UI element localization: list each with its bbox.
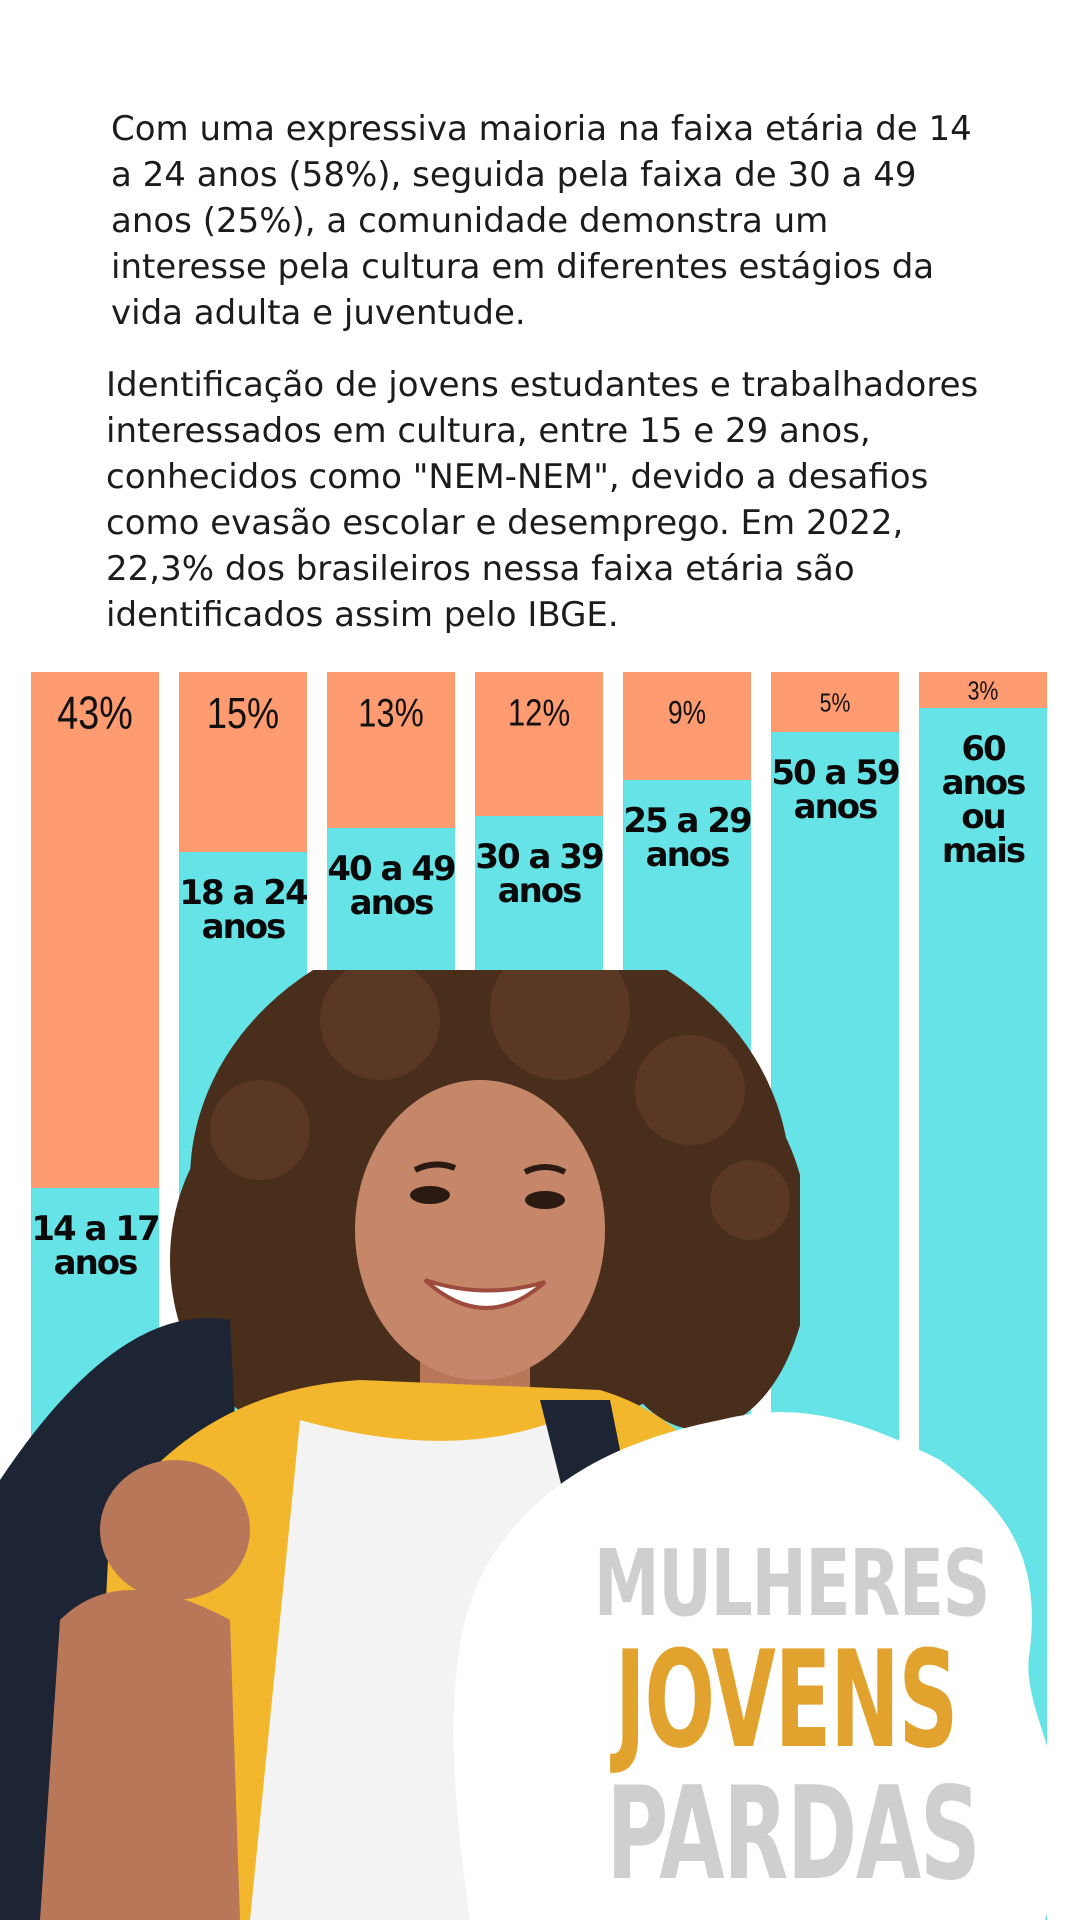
- bar-value-6: [919, 672, 1047, 708]
- bar-value-4: [623, 672, 751, 780]
- bar-value-3: [475, 672, 603, 816]
- bar-value-1: [179, 672, 307, 852]
- nem-nem-paragraph: Identificação de jovens estudantes e tra…: [106, 365, 979, 635]
- value-label-5: 5%: [820, 688, 851, 718]
- bar-value-2: [327, 672, 455, 828]
- smile-shape: [423, 1278, 547, 1310]
- student-portrait-image: [0, 970, 800, 1920]
- bar-value-0: [31, 672, 159, 1188]
- category-label-3: 30 a 39 anos: [475, 837, 603, 911]
- value-label-2: 13%: [358, 690, 424, 735]
- title-line-mulheres: MULHERES: [593, 1530, 990, 1637]
- title-line-jovens: JOVENS: [614, 1622, 959, 1778]
- category-label-2: 40 a 49 anos: [327, 849, 455, 923]
- category-label-6: 60 anos ou mais: [942, 729, 1026, 871]
- left-eye: [410, 1186, 450, 1204]
- category-label-5: 50 a 59 anos: [771, 753, 899, 827]
- category-label-4: 25 a 29 anos: [623, 801, 751, 875]
- value-label-0: 43%: [57, 687, 132, 738]
- value-label-3: 12%: [508, 693, 570, 735]
- face-shape: [355, 1080, 605, 1380]
- value-label-6: 3%: [968, 676, 999, 706]
- right-eye: [525, 1191, 565, 1209]
- bar-value-5: [771, 672, 899, 732]
- title-line-pardas: PARDAS: [606, 1760, 980, 1909]
- category-label-0: 14 a 17 anos: [31, 1209, 158, 1283]
- hand-shape: [100, 1460, 250, 1600]
- intro-paragraph: Com uma expressiva maioria na faixa etár…: [111, 109, 972, 333]
- value-label-1: 15%: [207, 688, 279, 737]
- category-label-1: 18 a 24 anos: [179, 873, 308, 947]
- arm-shape: [40, 1590, 240, 1920]
- value-label-4: 9%: [668, 696, 706, 731]
